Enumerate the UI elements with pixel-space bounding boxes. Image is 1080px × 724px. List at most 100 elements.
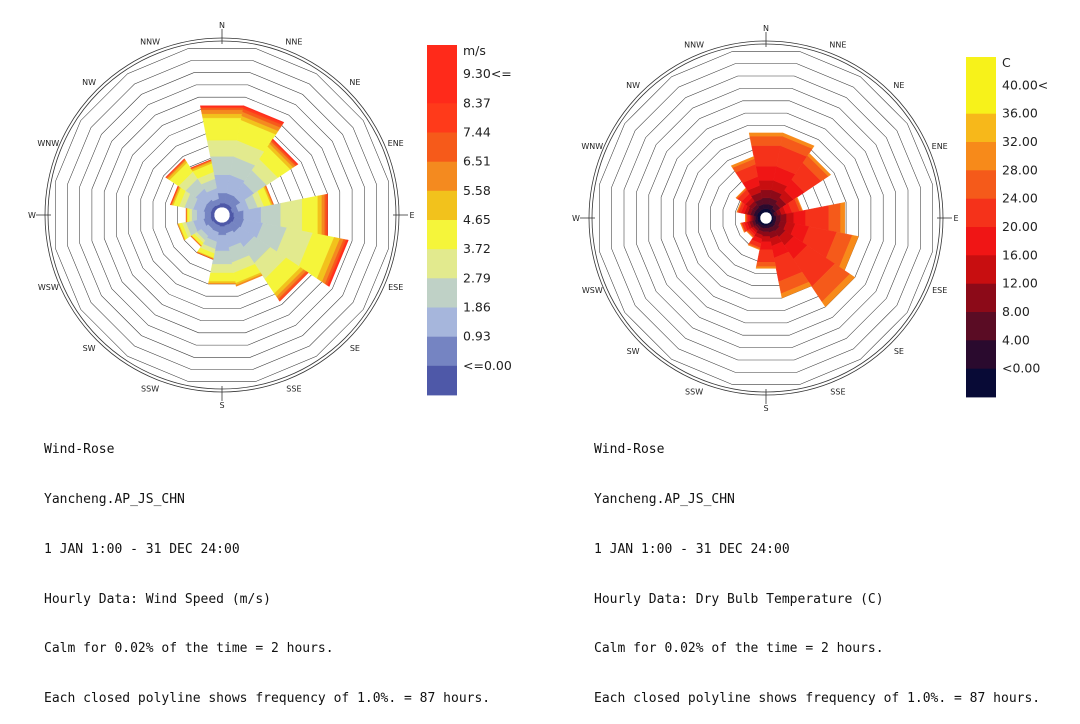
sector-n-bin-3	[210, 156, 233, 174]
sector-w-bin-1	[755, 216, 757, 220]
legend-swatch	[966, 142, 996, 171]
sector-w-bin-6	[746, 214, 747, 222]
direction-label-nne: NNE	[285, 37, 302, 46]
legend-label: 36.00	[1002, 106, 1038, 121]
sector-e-bin-4	[787, 213, 794, 224]
caption-calm: Calm for 0.02% of the time = 2 hours.	[44, 641, 490, 658]
direction-label-ese: ESE	[932, 286, 947, 295]
sector-e-bin-5	[794, 210, 806, 226]
legend-swatch	[966, 57, 996, 86]
outer-circle	[48, 41, 396, 389]
outer-circle-rim	[45, 38, 399, 392]
sector-n-bin-8	[749, 133, 783, 136]
sector-s-bin-5	[760, 242, 773, 250]
legend-swatch	[966, 255, 996, 284]
sector-w-bin-3	[192, 209, 197, 221]
sector-w-bin-4	[749, 215, 751, 222]
frequency-ring	[636, 88, 895, 347]
sector-n-bin-8	[201, 108, 244, 110]
sector-w-bin-3	[751, 215, 753, 221]
direction-label-ssw: SSW	[141, 385, 159, 394]
legend-label: 12.00	[1002, 276, 1038, 291]
direction-label-nnw: NNW	[684, 40, 704, 49]
direction-label-ssw: SSW	[685, 388, 703, 397]
caption-station: Yancheng.AP_JS_CHN	[44, 492, 490, 509]
sector-s-bin-3	[762, 232, 769, 237]
direction-label-se: SE	[894, 347, 904, 356]
direction-label-wsw: WSW	[38, 283, 59, 292]
sector-n-bin-3	[760, 190, 771, 198]
sector-e-bin-7	[322, 195, 325, 236]
caption-dry-bulb-temperature: Wind-Rose Yancheng.AP_JS_CHN 1 JAN 1:00 …	[594, 409, 1040, 724]
sector-s-bin-7	[756, 262, 775, 266]
direction-label-ene: ENE	[932, 142, 948, 151]
legend-label: <=0.00	[463, 358, 512, 373]
legend-wind-speed: m/s9.30<=8.377.446.515.584.653.722.791.8…	[427, 43, 512, 395]
frequency-ring	[599, 51, 932, 384]
legend-label: 4.00	[1002, 332, 1030, 347]
direction-label-sw: SW	[83, 344, 96, 353]
legend-label: 2.79	[463, 270, 491, 285]
direction-label-wsw: WSW	[582, 286, 603, 295]
legend-swatch	[966, 312, 996, 341]
legend-swatch	[427, 249, 457, 279]
sector-n-bin-6	[752, 146, 781, 167]
direction-label-e: E	[409, 211, 414, 220]
legend-label: 7.44	[463, 125, 491, 140]
sector-n-bin-4	[207, 140, 237, 156]
direction-label-sse: SSE	[286, 385, 301, 394]
direction-label-ese: ESE	[388, 283, 403, 292]
legend-unit: m/s	[463, 43, 486, 58]
legend-dry-bulb-temperature: C40.00<36.0032.0028.0024.0020.0016.0012.…	[966, 55, 1048, 397]
frequency-ring	[624, 76, 908, 360]
legend-swatch	[427, 278, 457, 308]
sector-s-bin-8	[756, 267, 776, 269]
legend-label: 40.00<	[1002, 77, 1048, 92]
sector-n-bin-5	[203, 118, 242, 140]
sector-e-bin-8	[841, 202, 845, 233]
legend-label: 24.00	[1002, 191, 1038, 206]
direction-label-sw: SW	[627, 347, 640, 356]
legend-swatch	[966, 340, 996, 369]
outer-circle-rim	[589, 41, 943, 395]
sector-w-bin-5	[748, 214, 750, 221]
caption-period: 1 JAN 1:00 - 31 DEC 24:00	[44, 542, 490, 559]
legend-swatch	[427, 74, 457, 104]
sector-w-bin-4	[189, 209, 191, 222]
caption-ring-note: Each closed polyline shows frequency of …	[44, 691, 490, 708]
direction-label-nw: NW	[82, 78, 96, 87]
direction-label-wnw: WNW	[37, 139, 59, 148]
direction-label-ne: NE	[349, 78, 360, 87]
legend-swatch	[427, 45, 457, 75]
legend-label: 16.00	[1002, 247, 1038, 262]
sector-n-bin-6	[202, 114, 242, 118]
legend-label: <0.00	[1002, 361, 1040, 376]
sector-e-bin-3	[781, 214, 787, 222]
sector-w-bin-5	[187, 208, 189, 222]
legend-label: 8.00	[1002, 304, 1030, 319]
legend-swatch	[427, 337, 457, 367]
sector-e-bin-7	[829, 203, 841, 233]
legend-label: 5.58	[463, 183, 491, 198]
direction-label-e: E	[953, 214, 958, 223]
sector-e-bin-9	[327, 194, 328, 236]
sector-e-bin-8	[325, 194, 327, 236]
caption-calm: Calm for 0.02% of the time = 2 hours.	[594, 641, 1040, 658]
legend-label: 1.86	[463, 300, 491, 315]
sector-s-bin-6	[208, 282, 235, 284]
sector-e-bin-5	[302, 196, 318, 234]
legend-swatch	[966, 284, 996, 313]
legend-swatch	[427, 220, 457, 250]
caption-data-type: Hourly Data: Wind Speed (m/s)	[44, 592, 490, 609]
direction-label-ene: ENE	[388, 139, 404, 148]
legend-label: 6.51	[463, 154, 491, 169]
sector-s-bin-7	[208, 283, 235, 284]
legend-swatch	[427, 191, 457, 221]
sector-n-bin-10	[200, 106, 243, 107]
caption-period: 1 JAN 1:00 - 31 DEC 24:00	[594, 542, 1040, 559]
legend-label: 3.72	[463, 241, 491, 256]
legend-swatch	[427, 103, 457, 133]
caption-data-type: Hourly Data: Dry Bulb Temperature (C)	[594, 592, 1040, 609]
